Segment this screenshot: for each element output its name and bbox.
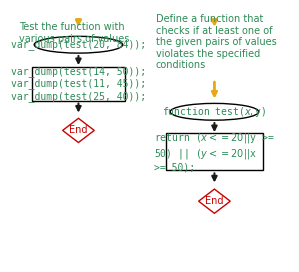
FancyBboxPatch shape: [166, 133, 263, 171]
Text: var_dump(test(20, 84));: var_dump(test(20, 84));: [11, 39, 146, 50]
Polygon shape: [62, 118, 94, 143]
Text: End: End: [69, 125, 88, 135]
Text: var_dump(test(14, 50));
var_dump(test(11, 45));
var_dump(test(25, 40));: var_dump(test(14, 50)); var_dump(test(11…: [11, 66, 146, 102]
Ellipse shape: [34, 36, 123, 53]
Text: End: End: [205, 196, 224, 206]
Text: Test the function with
various pairs of values: Test the function with various pairs of …: [19, 22, 129, 44]
Text: Define a function that
checks if at least one of
the given pairs of values
viola: Define a function that checks if at leas…: [156, 14, 277, 70]
FancyBboxPatch shape: [32, 67, 125, 101]
Ellipse shape: [170, 103, 259, 120]
Text: return ($x <= 20 || $y >=
50) || ($y <= 20 || $x
>= 50);: return ($x <= 20 || $y >= 50) || ($y <= …: [154, 131, 275, 173]
Polygon shape: [199, 189, 230, 213]
Text: function test($x, $y): function test($x, $y): [162, 105, 267, 119]
